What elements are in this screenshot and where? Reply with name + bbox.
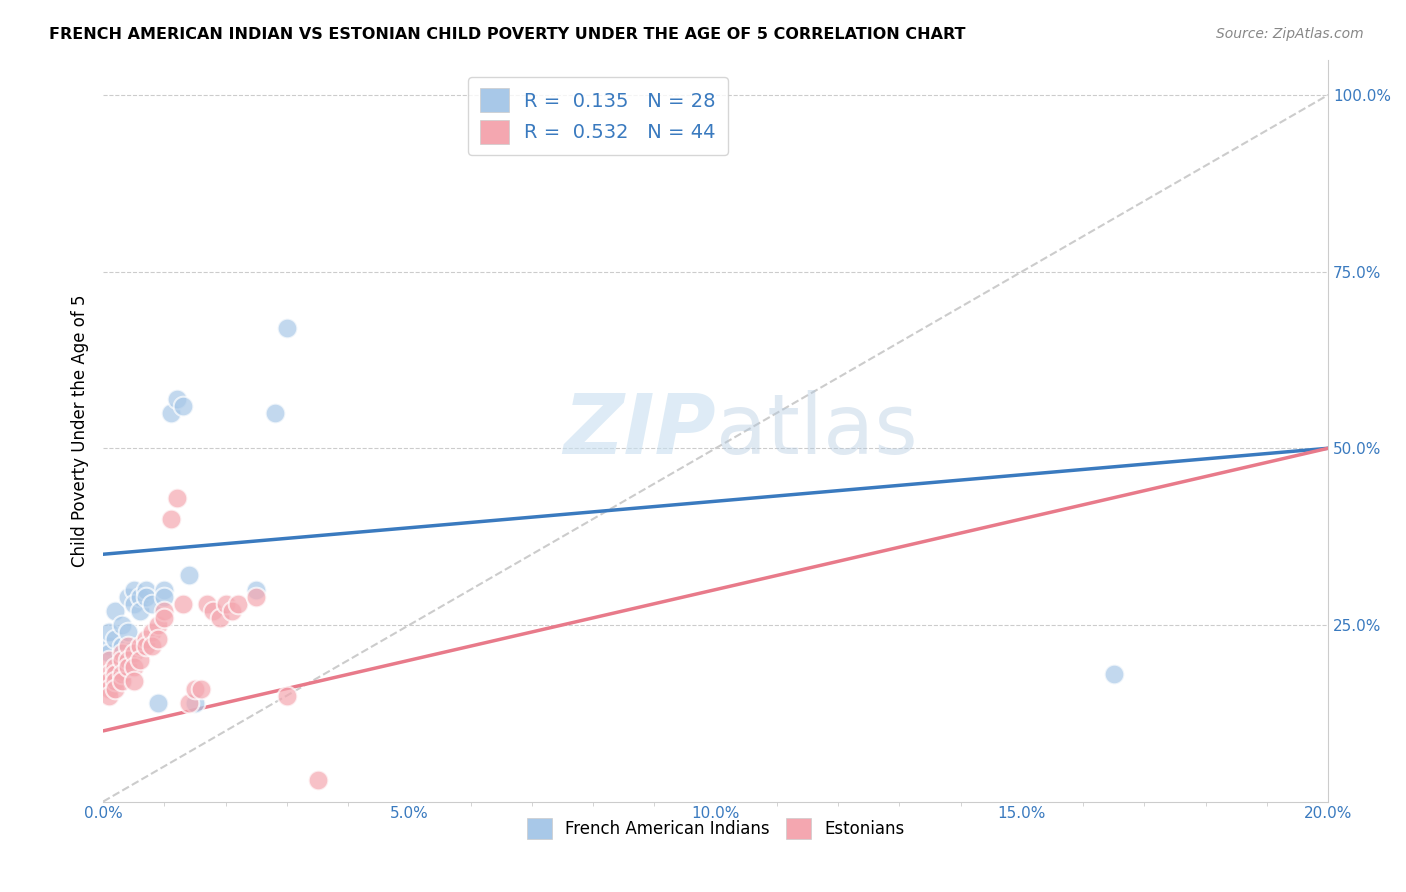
- Point: [148, 618, 170, 632]
- Point: [172, 399, 194, 413]
- Point: [104, 632, 127, 646]
- Point: [166, 392, 188, 406]
- Point: [122, 646, 145, 660]
- Point: [1102, 667, 1125, 681]
- Point: [226, 597, 249, 611]
- Point: [122, 597, 145, 611]
- Point: [177, 696, 200, 710]
- Point: [98, 689, 121, 703]
- Y-axis label: Child Poverty Under the Age of 5: Child Poverty Under the Age of 5: [72, 294, 89, 566]
- Point: [110, 667, 132, 681]
- Point: [98, 681, 121, 696]
- Point: [148, 632, 170, 646]
- Point: [110, 639, 132, 653]
- Point: [122, 582, 145, 597]
- Point: [172, 597, 194, 611]
- Point: [104, 660, 127, 674]
- Point: [110, 674, 132, 689]
- Point: [245, 590, 267, 604]
- Point: [245, 582, 267, 597]
- Point: [166, 491, 188, 505]
- Point: [177, 568, 200, 582]
- Point: [104, 667, 127, 681]
- Point: [135, 639, 157, 653]
- Point: [141, 639, 163, 653]
- Point: [98, 646, 121, 660]
- Point: [98, 653, 121, 667]
- Text: ZIP: ZIP: [562, 390, 716, 471]
- Point: [184, 696, 207, 710]
- Point: [214, 597, 236, 611]
- Point: [159, 512, 181, 526]
- Point: [135, 632, 157, 646]
- Point: [148, 696, 170, 710]
- Point: [221, 604, 243, 618]
- Point: [195, 597, 218, 611]
- Point: [128, 604, 150, 618]
- Point: [128, 590, 150, 604]
- Point: [263, 406, 285, 420]
- Point: [98, 639, 121, 653]
- Point: [202, 604, 225, 618]
- Point: [110, 653, 132, 667]
- Point: [135, 590, 157, 604]
- Point: [104, 681, 127, 696]
- Point: [104, 604, 127, 618]
- Point: [98, 667, 121, 681]
- Point: [153, 611, 176, 625]
- Point: [208, 611, 231, 625]
- Point: [117, 653, 139, 667]
- Point: [153, 604, 176, 618]
- Point: [104, 674, 127, 689]
- Point: [117, 590, 139, 604]
- Point: [117, 660, 139, 674]
- Point: [153, 590, 176, 604]
- Point: [141, 597, 163, 611]
- Point: [110, 618, 132, 632]
- Point: [128, 639, 150, 653]
- Point: [135, 582, 157, 597]
- Point: [110, 646, 132, 660]
- Point: [128, 653, 150, 667]
- Point: [122, 660, 145, 674]
- Point: [98, 674, 121, 689]
- Point: [122, 674, 145, 689]
- Text: Source: ZipAtlas.com: Source: ZipAtlas.com: [1216, 27, 1364, 41]
- Point: [141, 624, 163, 639]
- Text: FRENCH AMERICAN INDIAN VS ESTONIAN CHILD POVERTY UNDER THE AGE OF 5 CORRELATION : FRENCH AMERICAN INDIAN VS ESTONIAN CHILD…: [49, 27, 966, 42]
- Point: [276, 689, 298, 703]
- Point: [98, 624, 121, 639]
- Point: [184, 681, 207, 696]
- Legend: French American Indians, Estonians: French American Indians, Estonians: [520, 812, 911, 846]
- Point: [190, 681, 212, 696]
- Point: [153, 582, 176, 597]
- Point: [117, 639, 139, 653]
- Point: [117, 624, 139, 639]
- Point: [276, 321, 298, 335]
- Point: [159, 406, 181, 420]
- Text: atlas: atlas: [716, 390, 917, 471]
- Point: [307, 773, 329, 788]
